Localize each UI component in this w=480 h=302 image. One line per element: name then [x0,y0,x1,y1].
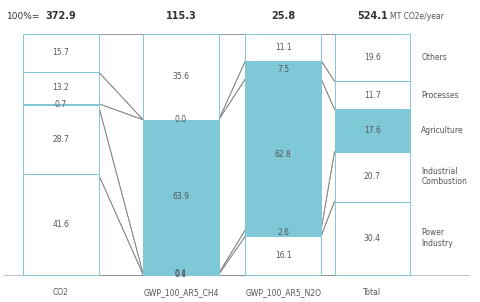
Text: Total: Total [363,288,382,297]
Text: 7.5: 7.5 [277,65,289,74]
Text: Processes: Processes [421,91,459,100]
Bar [23,72,98,104]
Text: 30.4: 30.4 [364,233,381,243]
Bar [143,34,219,120]
Bar [335,81,410,109]
Text: Power
Industry: Power Industry [421,228,453,248]
Text: 41.6: 41.6 [52,220,69,229]
Text: MT CO2e/year: MT CO2e/year [390,12,444,21]
Bar [23,175,98,275]
Bar [245,61,321,79]
Bar [245,230,321,236]
Bar [23,105,98,175]
Text: 11.1: 11.1 [275,43,292,52]
Text: 15.7: 15.7 [52,48,69,57]
Bar [23,34,98,72]
Text: 62.8: 62.8 [275,150,292,159]
Text: 0.4: 0.4 [175,269,187,278]
Text: 28.7: 28.7 [52,135,69,144]
Text: 19.6: 19.6 [364,53,381,62]
Text: 372.9: 372.9 [45,11,76,21]
Text: 35.6: 35.6 [172,72,190,81]
Text: GWP_100_AR5_N2O: GWP_100_AR5_N2O [245,288,321,297]
Bar [245,236,321,275]
Text: 524.1: 524.1 [357,11,388,21]
Text: 17.6: 17.6 [364,126,381,135]
Text: 11.7: 11.7 [364,91,381,100]
Bar [23,104,98,105]
Bar [335,152,410,201]
Bar [143,274,219,275]
Text: 0.1: 0.1 [175,270,187,279]
Bar [245,79,321,230]
Text: 100%=: 100%= [7,12,41,21]
Text: Agriculture: Agriculture [421,126,464,135]
Text: 0.0: 0.0 [175,115,187,124]
Bar [143,120,219,274]
Text: 25.8: 25.8 [271,11,295,21]
Text: 16.1: 16.1 [275,251,292,260]
Text: CO2: CO2 [53,288,69,297]
Text: 2.6: 2.6 [277,228,289,237]
Text: 13.2: 13.2 [52,83,69,92]
Text: 63.9: 63.9 [172,192,190,201]
Text: 0.7: 0.7 [55,100,67,109]
Bar [335,201,410,275]
Text: 20.7: 20.7 [364,172,381,181]
Text: 115.3: 115.3 [166,11,196,21]
Bar [245,34,321,61]
Bar [335,34,410,81]
Text: Industrial
Combustion: Industrial Combustion [421,167,467,186]
Bar [335,109,410,152]
Text: GWP_100_AR5_CH4: GWP_100_AR5_CH4 [143,288,218,297]
Text: Others: Others [421,53,447,62]
